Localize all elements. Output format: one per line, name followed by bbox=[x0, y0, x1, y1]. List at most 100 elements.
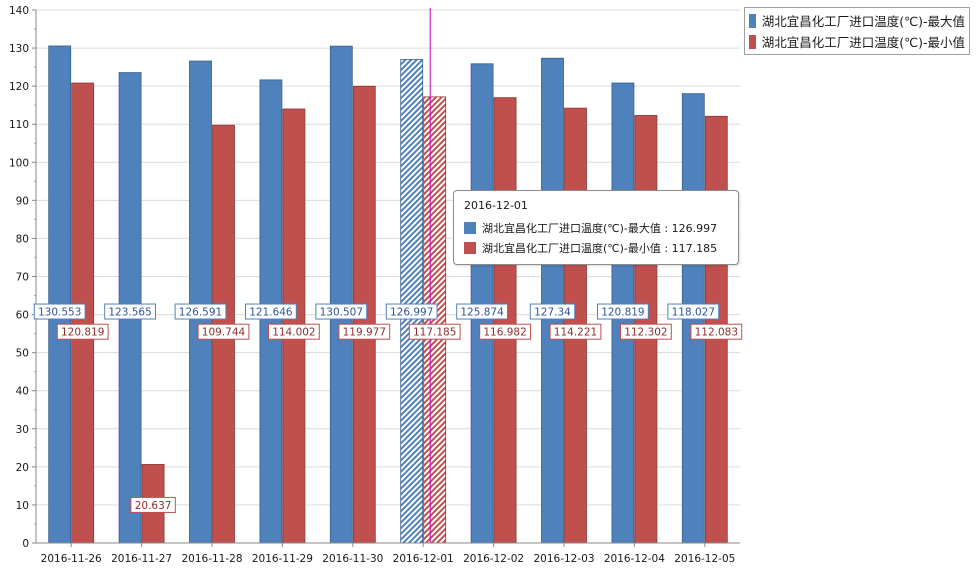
tooltip-row-min: 湖北宜昌化工厂进口温度(℃)-最小值 : 117.185 bbox=[464, 238, 728, 258]
y-tick-label: 80 bbox=[16, 233, 29, 245]
legend: 湖北宜昌化工厂进口温度(℃)-最大值 湖北宜昌化工厂进口温度(℃)-最小值 bbox=[744, 7, 970, 55]
data-label-max: 126.997 bbox=[385, 303, 438, 320]
data-label-box bbox=[56, 323, 109, 340]
bar-min-2016-12-01[interactable] bbox=[423, 96, 447, 544]
data-label-text: 118.027 bbox=[672, 307, 715, 319]
data-label-box bbox=[338, 323, 391, 340]
data-label-box bbox=[130, 496, 176, 513]
y-tick-label: 30 bbox=[16, 424, 29, 436]
data-label-min: 112.302 bbox=[620, 323, 672, 340]
data-label-box bbox=[690, 323, 743, 340]
data-label-text: 112.083 bbox=[695, 327, 738, 339]
x-tick-label: 2016-11-30 bbox=[322, 553, 383, 565]
y-tick-label: 0 bbox=[22, 538, 29, 550]
y-tick-label: 60 bbox=[16, 310, 29, 322]
bar-max-2016-12-02[interactable] bbox=[470, 63, 494, 544]
legend-swatch-min bbox=[749, 34, 756, 49]
data-label-box bbox=[245, 303, 297, 320]
bar-max-2016-11-26[interactable] bbox=[48, 45, 72, 544]
tooltip-text-min: 湖北宜昌化工厂进口温度(℃)-最小值 : 117.185 bbox=[482, 242, 718, 255]
data-label-text: 123.565 bbox=[108, 307, 151, 319]
data-label-text: 126.591 bbox=[179, 307, 222, 319]
data-label-text: 120.819 bbox=[61, 327, 104, 339]
bar-max-2016-11-30[interactable] bbox=[329, 45, 353, 544]
data-label-min: 114.221 bbox=[549, 323, 602, 340]
data-label-max: 125.874 bbox=[456, 303, 509, 320]
data-label-text: 120.819 bbox=[601, 307, 644, 319]
legend-item-min[interactable]: 湖北宜昌化工厂进口温度(℃)-最小值 bbox=[749, 31, 965, 52]
y-tick-label: 10 bbox=[16, 500, 29, 512]
data-label-box bbox=[33, 303, 86, 320]
y-tick-label: 110 bbox=[9, 119, 29, 131]
data-label-max: 130.553 bbox=[33, 303, 86, 320]
data-label-text: 114.002 bbox=[272, 327, 315, 339]
data-label-box bbox=[597, 303, 649, 320]
data-label-min: 116.982 bbox=[479, 323, 532, 340]
data-label-box bbox=[529, 303, 576, 320]
data-label-text: 20.637 bbox=[135, 500, 172, 512]
data-label-text: 126.997 bbox=[390, 307, 433, 319]
legend-swatch-max bbox=[749, 13, 756, 28]
y-tick-label: 40 bbox=[16, 386, 29, 398]
data-label-min: 120.819 bbox=[56, 323, 109, 340]
y-tick-label: 50 bbox=[16, 348, 29, 360]
gridlines bbox=[36, 9, 740, 544]
bars bbox=[48, 45, 728, 544]
data-label-max: 121.646 bbox=[245, 303, 297, 320]
data-label-min: 117.185 bbox=[408, 323, 461, 340]
y-tick-label: 90 bbox=[16, 195, 29, 207]
data-label-min: 114.002 bbox=[268, 323, 320, 340]
data-label-box bbox=[667, 303, 720, 320]
tooltip-swatch-max bbox=[464, 222, 476, 234]
y-tick-label: 100 bbox=[9, 157, 29, 169]
legend-item-max[interactable]: 湖北宜昌化工厂进口温度(℃)-最大值 bbox=[749, 10, 965, 31]
data-label-text: 121.646 bbox=[249, 307, 293, 319]
data-label-min: 109.744 bbox=[197, 323, 250, 340]
y-tick-label: 70 bbox=[16, 272, 29, 284]
y-tick-label: 140 bbox=[9, 5, 29, 17]
data-label-text: 130.553 bbox=[38, 307, 81, 319]
data-label-text: 125.874 bbox=[460, 307, 504, 319]
legend-label-min: 湖北宜昌化工厂进口温度(℃)-最小值 bbox=[761, 35, 965, 50]
data-label-min: 119.977 bbox=[338, 323, 391, 340]
bar-max-2016-11-28[interactable] bbox=[189, 60, 212, 544]
data-labels: 130.553 120.819 123.565 20.637 126.591 109.74… bbox=[33, 303, 743, 513]
tooltip-text-max: 湖北宜昌化工厂进口温度(℃)-最大值 : 126.997 bbox=[482, 222, 718, 235]
x-tick-label: 2016-11-29 bbox=[252, 553, 313, 565]
data-label-text: 130.507 bbox=[320, 307, 363, 319]
data-label-max: 130.507 bbox=[315, 303, 368, 320]
data-label-text: 109.744 bbox=[202, 327, 246, 339]
tooltip-title: 2016-12-01 bbox=[464, 199, 528, 212]
y-tick-label: 120 bbox=[9, 81, 29, 93]
data-label-box bbox=[197, 323, 250, 340]
bar-max-2016-12-03[interactable] bbox=[541, 57, 564, 544]
data-label-text: 119.977 bbox=[343, 327, 386, 339]
data-label-text: 114.221 bbox=[554, 327, 597, 339]
y-tick-label: 130 bbox=[9, 43, 29, 55]
data-label-box bbox=[456, 303, 509, 320]
data-label-max: 120.819 bbox=[597, 303, 649, 320]
data-label-box bbox=[174, 303, 227, 320]
data-label-text: 117.185 bbox=[413, 327, 456, 339]
bar-max-2016-12-01[interactable] bbox=[400, 59, 424, 544]
data-label-box bbox=[549, 323, 602, 340]
data-label-max: 126.591 bbox=[174, 303, 227, 320]
legend-label-max: 湖北宜昌化工厂进口温度(℃)-最大值 bbox=[761, 14, 965, 29]
x-tick-label: 2016-11-27 bbox=[111, 553, 172, 565]
data-label-box bbox=[268, 323, 320, 340]
tooltip-row-max: 湖北宜昌化工厂进口温度(℃)-最大值 : 126.997 bbox=[464, 218, 728, 238]
y-tick-label: 20 bbox=[16, 462, 29, 474]
data-label-box bbox=[408, 323, 461, 340]
data-label-box bbox=[315, 303, 368, 320]
x-tick-label: 2016-11-28 bbox=[181, 553, 242, 565]
tooltip-swatch-min bbox=[464, 242, 476, 254]
x-tick-label: 2016-12-02 bbox=[463, 553, 524, 565]
bar-min-2016-12-02[interactable] bbox=[493, 97, 517, 544]
hover-tooltip: 2016-12-01 湖北宜昌化工厂进口温度(℃)-最大值 : 126.997 … bbox=[453, 190, 739, 265]
data-label-text: 116.982 bbox=[483, 327, 526, 339]
x-tick-label: 2016-12-01 bbox=[393, 553, 454, 565]
data-label-box bbox=[104, 303, 156, 320]
data-label-min: 112.083 bbox=[690, 323, 743, 340]
data-label-box bbox=[479, 323, 532, 340]
